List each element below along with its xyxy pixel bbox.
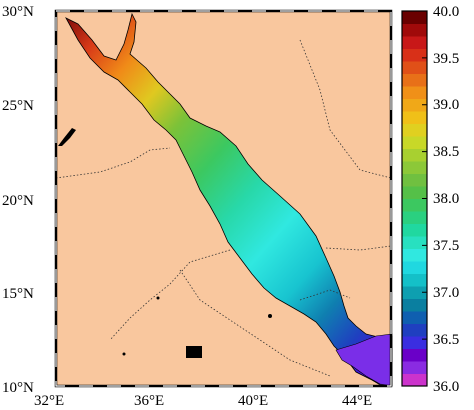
lake-outline (58, 128, 76, 146)
colorbar-segment (402, 136, 427, 149)
lon-label-40: 40°E (238, 393, 268, 409)
colorbar-segment (402, 86, 427, 99)
colorbar-tick-36-5: 36.5 (433, 332, 459, 348)
lon-label-44: 44°E (342, 393, 372, 409)
colorbar-segment (402, 186, 427, 199)
island-patch (186, 346, 202, 358)
colorbar-segment (402, 373, 427, 387)
colorbar-segment (402, 98, 427, 112)
lat-label-25: 25°N (2, 98, 34, 114)
colorbar (402, 10, 427, 387)
colorbar-segment (402, 161, 427, 174)
colorbar-segment (402, 298, 427, 312)
colorbar-segment (402, 336, 427, 349)
colorbar-segment (402, 286, 427, 299)
lon-label-32: 32°E (34, 393, 64, 409)
lat-label-20: 20°N (2, 193, 34, 209)
colorbar-tick-37-5: 37.5 (433, 238, 459, 254)
colorbar-segment (402, 23, 427, 37)
colorbar-tick-39-5: 39.5 (433, 51, 459, 67)
colorbar-tick-38-5: 38.5 (433, 144, 459, 160)
lat-label-30: 30°N (2, 4, 34, 20)
colorbar-segment (402, 361, 427, 374)
island-dot (122, 352, 126, 356)
colorbar-segment (402, 248, 427, 262)
colorbar-segment (402, 11, 427, 24)
colorbar-segment (402, 123, 427, 137)
colorbar-segment (402, 148, 427, 162)
colorbar-segment (402, 198, 427, 212)
colorbar-tick-37-0: 37.0 (433, 285, 459, 301)
colorbar-segment (402, 236, 427, 249)
colorbar-segment (402, 223, 427, 237)
lat-label-15: 15°N (2, 286, 34, 302)
colorbar-segment (402, 111, 427, 124)
island-dot (268, 314, 272, 318)
colorbar-tick-36-0: 36.0 (433, 379, 459, 395)
colorbar-segment (402, 73, 427, 87)
colorbar-tick-40-0: 40.0 (433, 4, 459, 20)
colorbar-segment (402, 173, 427, 187)
colorbar-segment (402, 36, 427, 49)
colorbar-tick-38-0: 38.0 (433, 191, 459, 207)
country-borders (55, 39, 392, 377)
colorbar-segment (402, 211, 427, 224)
lat-label-10: 10°N (2, 380, 34, 396)
colorbar-segment (402, 311, 427, 324)
colorbar-segment (402, 48, 427, 62)
colorbar-segment (402, 261, 427, 274)
colorbar-segment (402, 323, 427, 337)
lon-label-36: 36°E (134, 393, 164, 409)
colorbar-segment (402, 273, 427, 287)
island-dot (156, 296, 160, 300)
colorbar-tick-39-0: 39.0 (433, 97, 459, 113)
map-frame-dashes (55, 10, 392, 387)
colorbar-segment (402, 61, 427, 74)
colorbar-segment (402, 348, 427, 362)
colorbar-frame (401, 10, 428, 387)
